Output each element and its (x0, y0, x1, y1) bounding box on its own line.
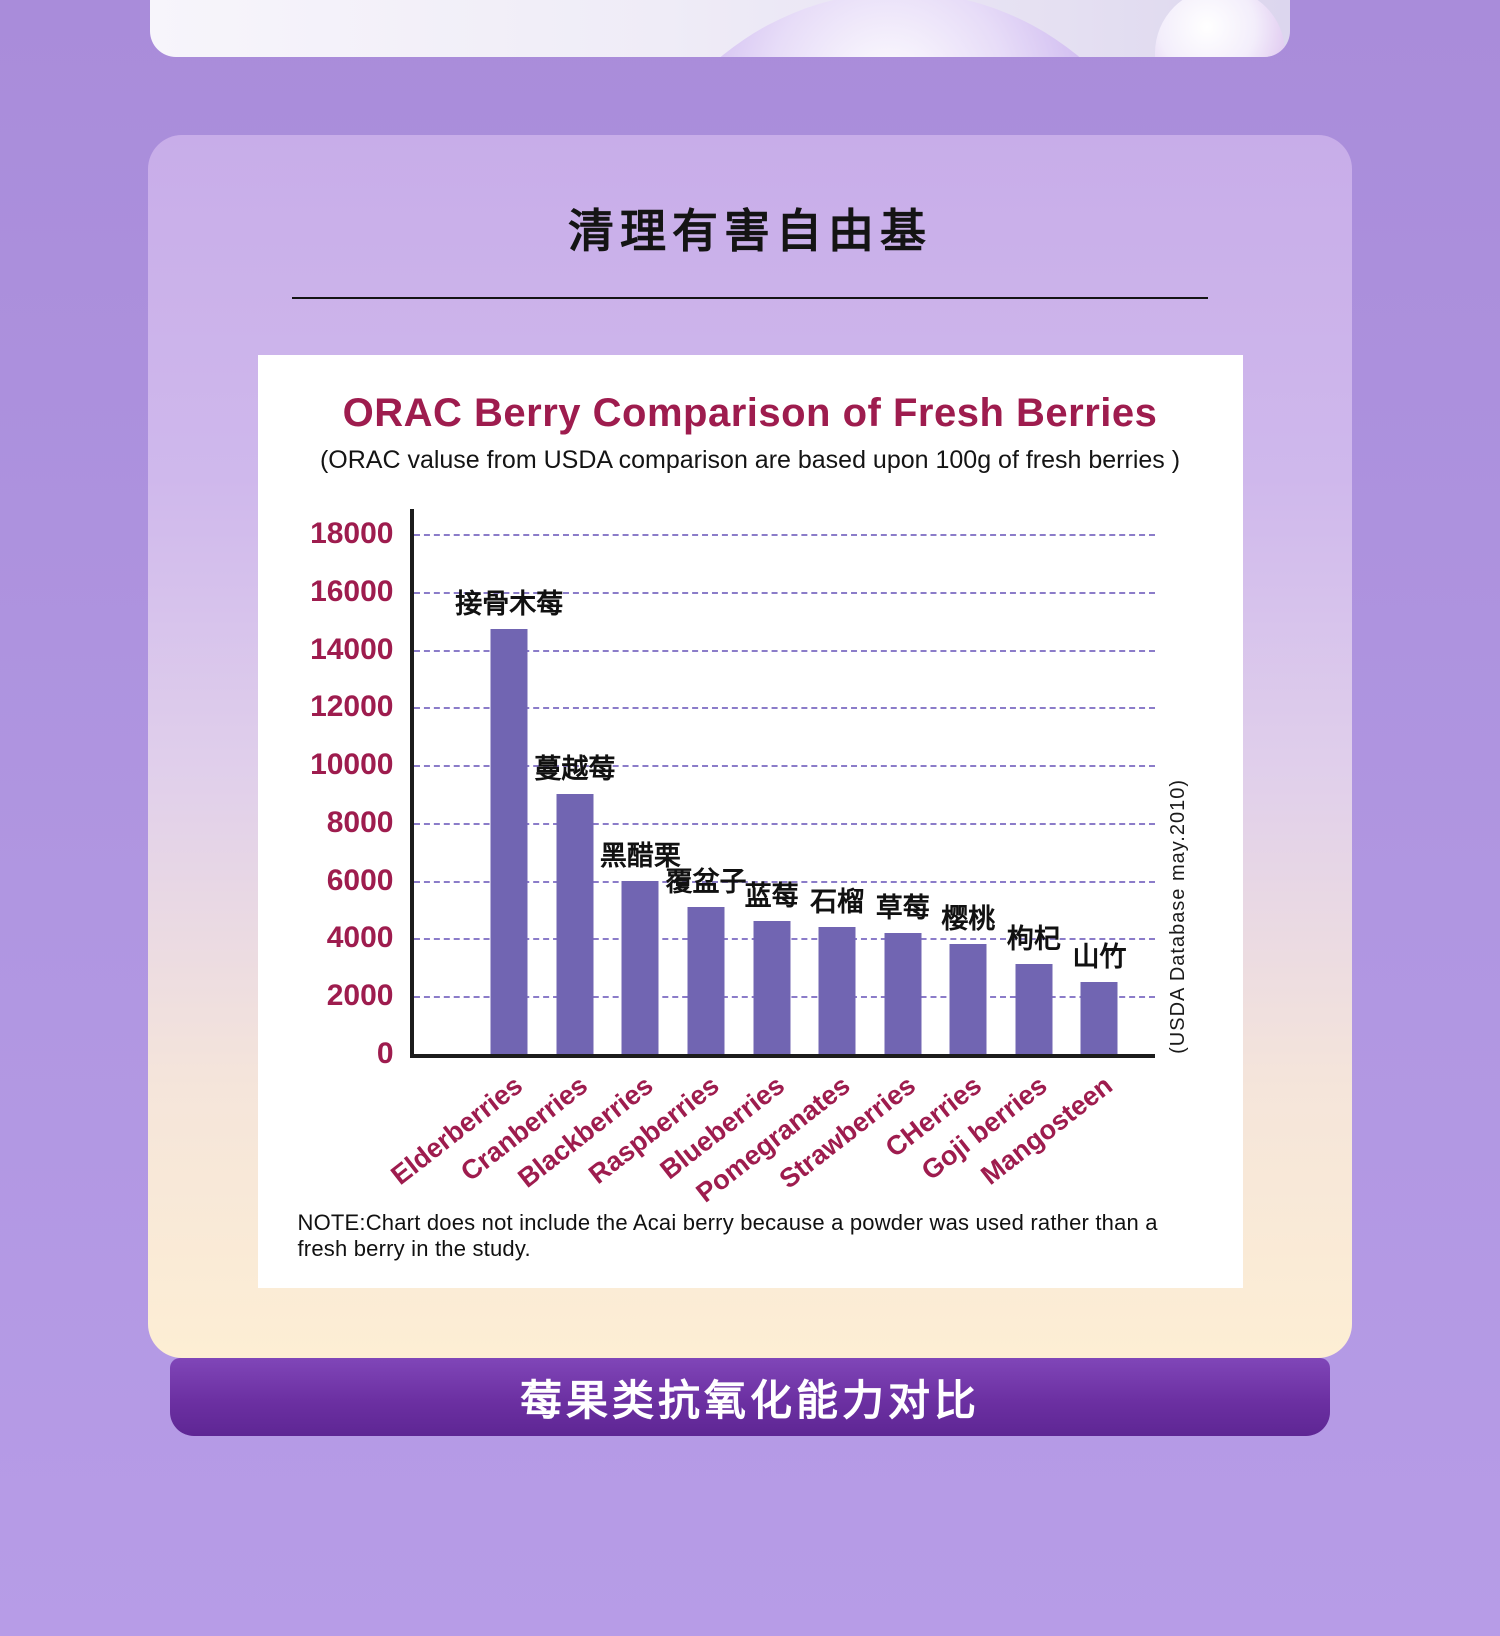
bar-label-cn: 山竹 (1072, 941, 1127, 972)
bar-label-cn: 樱桃 (941, 904, 996, 935)
bar-raspberries (687, 906, 725, 1054)
y-axis-labels: 18000 16000 14000 12000 10000 8000 6000 4000 200… (298, 509, 410, 1070)
bar-slot: 黑醋栗 Blackberries (513, 509, 681, 1194)
y-tick-label: 4000 (326, 921, 394, 955)
purple-bubble-photo (620, 0, 1180, 57)
y-tick-label: 6000 (326, 863, 394, 897)
y-tick-label: 12000 (310, 690, 394, 724)
bar-chart: 18000 16000 14000 12000 10000 8000 6000 4000 200… (298, 509, 1203, 1208)
bar-slot: 接骨木莓 Elderberries (385, 509, 563, 1190)
bar-label-cn: 接骨木莓 (455, 589, 564, 620)
gridline (413, 822, 1155, 825)
chart-source-note: (USDA Database may.2010) (1167, 779, 1189, 1054)
section-banner: 莓果类抗氧化能力对比 (170, 1358, 1330, 1436)
section-title: 清理有害自由基 (568, 205, 932, 257)
glass-bubble-photo (1155, 0, 1285, 57)
source-note-column: (USDA Database may.2010) (1155, 509, 1203, 1054)
bar-elderberries (490, 629, 528, 1054)
bar-slot: 蔓越莓 Cranberries (455, 509, 615, 1187)
bar-label-cn: 枸杞 (1006, 924, 1061, 955)
bar-label-cn: 覆盆子 (665, 866, 747, 897)
y-tick-label: 14000 (310, 632, 394, 666)
bar-blueberries (753, 921, 791, 1054)
product-photo-strip (150, 0, 1290, 57)
bar-label-cn: 石榴 (810, 886, 865, 917)
y-tick-label: 8000 (326, 805, 394, 839)
chart-footnote: NOTE:Chart does not include the Acai ber… (297, 1210, 1158, 1261)
gridline (413, 534, 1155, 536)
y-tick-label: 18000 (310, 517, 394, 550)
gridline (413, 707, 1155, 710)
chart-title: ORAC Berry Comparison of Fresh Berries (342, 391, 1158, 435)
bar-goji-berries (1015, 964, 1053, 1054)
bar-cranberries (556, 794, 594, 1054)
bar-pomegranates (818, 926, 856, 1054)
gridline (413, 591, 1155, 594)
y-tick-label: 16000 (310, 574, 394, 608)
bar-label-cn: 蔓越莓 (534, 754, 616, 784)
bar-slot: 石榴 Pomegranates (691, 509, 870, 1208)
bar-slot: 山竹 Mangosteen (975, 509, 1133, 1191)
content-column: 清理有害自由基 ORAC Berry Comparison of Fresh B… (148, 0, 1352, 1436)
title-underline (292, 297, 1208, 299)
bar-label-cn: 黑醋栗 (599, 840, 681, 871)
gridline (413, 765, 1155, 768)
chart-subtitle: (ORAC valuse from USDA comparison are ba… (319, 446, 1181, 474)
bar-slot: 覆盆子 Raspberries (583, 509, 746, 1190)
bar-mangosteen (1080, 981, 1118, 1054)
plot-area: 接骨木莓 Elderberries 蔓越莓 Cranberries 黑醋栗 Blackbe… (385, 509, 1155, 1208)
gridline (413, 880, 1155, 883)
bar-cherries (949, 944, 987, 1054)
gridline (413, 649, 1155, 652)
bar-slot: 樱桃 CHerries (880, 509, 1002, 1163)
bar-label-cn: 蓝莓 (744, 881, 799, 912)
bar-slot: 草莓 Strawberries (774, 509, 936, 1195)
bar-blackberries (621, 880, 659, 1054)
section-card: 清理有害自由基 ORAC Berry Comparison of Fresh B… (148, 135, 1352, 1358)
y-tick-label: 10000 (310, 748, 394, 782)
bar-slot: 枸杞 Goji berries (916, 509, 1067, 1186)
chart-panel: ORAC Berry Comparison of Fresh Berries (… (257, 355, 1243, 1288)
y-tick-label: 2000 (326, 979, 394, 1013)
bar-strawberries (884, 932, 922, 1054)
y-tick-label: 0 (376, 1037, 394, 1070)
bar-label-cn: 草莓 (875, 892, 930, 923)
bar-slot: 蓝莓 Blueberries (655, 509, 805, 1185)
banner-label: 莓果类抗氧化能力对比 (519, 1376, 980, 1424)
bar-slots: 接骨木莓 Elderberries 蔓越莓 Cranberries 黑醋栗 Blackbe… (385, 509, 1133, 1208)
